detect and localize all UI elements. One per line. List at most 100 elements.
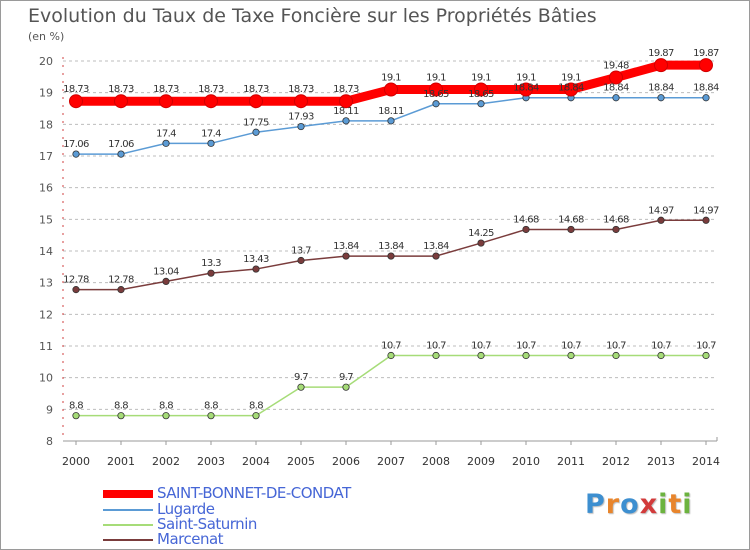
- x-tick-label: 2006: [332, 455, 360, 468]
- y-tick-label: 10: [39, 372, 53, 385]
- data-point: [252, 128, 260, 136]
- data-label: 18.73: [333, 84, 359, 95]
- data-label: 17.93: [288, 112, 314, 123]
- legend-swatch: [103, 539, 153, 541]
- data-label: 14.97: [648, 205, 674, 216]
- data-point: [117, 412, 125, 420]
- data-point: [342, 252, 350, 260]
- data-point: [342, 383, 350, 391]
- data-point: [117, 150, 125, 158]
- data-point: [702, 94, 710, 102]
- data-point: [519, 82, 533, 97]
- data-point: [162, 277, 170, 285]
- data-point: [564, 82, 578, 97]
- data-label: 10.7: [471, 341, 491, 352]
- data-label: 10.7: [561, 341, 581, 352]
- data-point: [432, 252, 440, 260]
- y-tick-label: 11: [39, 340, 53, 353]
- data-point: [162, 412, 170, 420]
- data-point: [69, 94, 83, 109]
- grid-layer: [63, 60, 717, 410]
- data-point: [474, 82, 488, 97]
- data-point: [207, 139, 215, 147]
- y-tick-label: 18: [39, 118, 53, 131]
- legend-swatch: [103, 490, 153, 498]
- data-point: [207, 412, 215, 420]
- legend-label: Saint-Saturnin: [157, 515, 257, 533]
- data-label: 17.4: [156, 128, 176, 139]
- data-point: [477, 100, 485, 108]
- x-tick-label: 2014: [692, 455, 720, 468]
- data-label: 9.7: [339, 372, 353, 383]
- data-point: [612, 94, 620, 102]
- data-label: 14.68: [513, 214, 539, 225]
- series-layer: [69, 58, 713, 420]
- data-point: [477, 239, 485, 247]
- x-tick-label: 2012: [602, 455, 630, 468]
- y-tick-label: 14: [39, 245, 53, 258]
- y-tick-label: 12: [39, 308, 53, 321]
- data-label: 13.43: [243, 254, 269, 265]
- data-point: [204, 94, 218, 109]
- data-point: [702, 216, 710, 224]
- data-label: 8.8: [204, 401, 218, 412]
- data-label: 19.87: [693, 48, 719, 59]
- data-label: 19.1: [516, 73, 536, 84]
- y-tick-label: 13: [39, 277, 53, 290]
- data-label: 8.8: [159, 401, 173, 412]
- data-label: 10.7: [606, 341, 626, 352]
- data-label: 12.78: [108, 275, 134, 286]
- data-label: 18.73: [288, 84, 314, 95]
- data-point: [657, 216, 665, 224]
- x-tick-label: 2010: [512, 455, 540, 468]
- proxiti-logo: Proxiti: [585, 489, 693, 520]
- data-label: 17.75: [243, 117, 269, 128]
- data-label: 18.84: [558, 83, 584, 94]
- x-tick-label: 2011: [557, 455, 585, 468]
- data-label: 19.1: [426, 73, 446, 84]
- data-point: [429, 82, 443, 97]
- data-label: 18.65: [423, 89, 449, 100]
- y-tick-label: 9: [46, 403, 53, 416]
- data-point: [567, 351, 575, 360]
- y-tick-label: 16: [39, 182, 53, 195]
- x-tick-label: 2000: [62, 455, 90, 468]
- data-label: 14.68: [603, 214, 629, 225]
- data-point: [612, 351, 620, 360]
- data-label: 18.84: [648, 83, 674, 94]
- data-label: 13.84: [423, 241, 449, 252]
- data-point: [702, 351, 710, 360]
- x-tick-label: 2003: [197, 455, 225, 468]
- data-label: 13.84: [378, 241, 404, 252]
- data-label: 19.1: [471, 73, 491, 84]
- data-label: 10.7: [381, 341, 401, 352]
- data-point: [249, 94, 263, 109]
- data-point: [384, 82, 398, 97]
- data-label: 10.7: [651, 341, 671, 352]
- y-axis-unit-label: (en %): [28, 30, 65, 43]
- x-tick-label: 2009: [467, 455, 495, 468]
- data-label: 13.84: [333, 241, 359, 252]
- x-tick-label: 2008: [422, 455, 450, 468]
- data-point: [297, 383, 305, 391]
- data-point: [294, 94, 308, 109]
- data-label: 17.06: [108, 139, 134, 150]
- y-tick-label: 20: [39, 55, 53, 68]
- data-label: 19.87: [648, 48, 674, 59]
- data-point: [117, 286, 125, 294]
- data-point: [522, 351, 530, 360]
- x-tick-label: 2002: [152, 455, 180, 468]
- data-label: 10.7: [516, 341, 536, 352]
- data-label: 9.7: [294, 372, 308, 383]
- data-point: [207, 269, 215, 277]
- y-tick-label: 8: [46, 435, 53, 448]
- data-point: [252, 412, 260, 420]
- data-point: [297, 122, 305, 131]
- data-point: [432, 351, 440, 360]
- legend-label: Marcenat: [157, 530, 224, 548]
- data-label: 19.1: [561, 73, 581, 84]
- data-point: [162, 139, 170, 147]
- x-tick-label: 2005: [287, 455, 315, 468]
